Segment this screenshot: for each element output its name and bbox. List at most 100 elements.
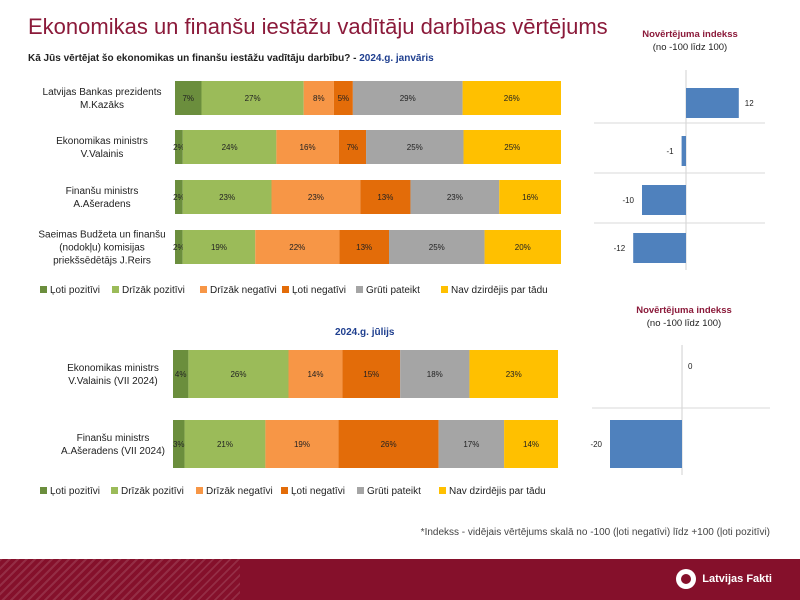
- stacked-bar-segment: [184, 420, 266, 468]
- stacked-bar-segment: [255, 230, 340, 264]
- category-label: Ekonomikas ministrs V.Valainis (VII 2024): [67, 363, 159, 387]
- stacked-bar-segment: [463, 130, 561, 164]
- stacked-bar-segment: [438, 420, 505, 468]
- index-value-label: -10: [622, 196, 634, 205]
- segment-value-label: 27%: [245, 94, 261, 103]
- category-label: Ekonomikas ministrs V.Valainis: [56, 136, 148, 160]
- stacked-bar-segment: [462, 81, 561, 115]
- legend-label: Drīzāk pozitīvi: [122, 285, 185, 296]
- page-title: Ekonomikas un finanšu iestāžu vadītāju d…: [28, 14, 608, 39]
- segment-value-label: 15%: [363, 370, 379, 379]
- index-bar: [686, 88, 739, 118]
- stacked-bar-segment: [338, 420, 439, 468]
- segment-value-label: 26%: [504, 94, 520, 103]
- segment-value-label: 5%: [338, 94, 350, 103]
- legend-swatch: [111, 487, 118, 494]
- segment-value-label: 7%: [182, 94, 194, 103]
- stacked-bar-segment: [182, 180, 272, 214]
- stacked-bar-segment: [188, 350, 289, 398]
- segment-value-label: 26%: [230, 370, 246, 379]
- legend-swatch: [441, 286, 448, 293]
- legend-swatch: [112, 286, 119, 293]
- legend-label: Nav dzirdējis par tādu: [451, 285, 548, 296]
- footnote: *Indekss - vidējais vērtējums skalā no -…: [420, 527, 770, 538]
- stacked-bar-segment: [173, 420, 185, 468]
- segment-value-label: 16%: [300, 143, 316, 152]
- stacked-bar-segment: [504, 420, 558, 468]
- stacked-bar-segment: [173, 350, 189, 398]
- segment-value-label: 24%: [222, 143, 238, 152]
- legend-swatch: [200, 286, 207, 293]
- legend-swatch: [282, 286, 289, 293]
- stacked-bar-segment: [366, 130, 464, 164]
- brand-mark-icon: [676, 569, 697, 589]
- stacked-bar-segment: [175, 230, 183, 264]
- segment-value-label: 7%: [347, 143, 359, 152]
- segment-value-label: 2%: [173, 243, 185, 252]
- legend-label: Drīzāk negatīvi: [206, 486, 273, 497]
- segment-value-label: 8%: [313, 94, 325, 103]
- segment-value-label: 13%: [356, 243, 372, 252]
- stacked-bar-segment: [410, 180, 500, 214]
- index-value-label: -20: [590, 440, 602, 449]
- legend-label: Grūti pateikt: [367, 486, 421, 497]
- legend-swatch: [356, 286, 363, 293]
- legend-label: Grūti pateikt: [366, 285, 420, 296]
- legend-swatch: [281, 487, 288, 494]
- period-july: 2024.g. jūlijs: [335, 327, 395, 338]
- stacked-bar-segment: [333, 81, 353, 115]
- legend-label: Ļoti negatīvi: [291, 486, 345, 497]
- segment-value-label: 2%: [173, 193, 185, 202]
- segment-value-label: 20%: [515, 243, 531, 252]
- index-value-label: 12: [745, 99, 754, 108]
- segment-value-label: 14%: [523, 440, 539, 449]
- legend-swatch: [40, 487, 47, 494]
- index-title-top: Novērtējuma indekss (no -100 līdz 100): [590, 28, 790, 54]
- legend-label: Drīzāk negatīvi: [210, 285, 277, 296]
- legend-swatch: [357, 487, 364, 494]
- segment-value-label: 29%: [400, 94, 416, 103]
- segment-value-label: 19%: [211, 243, 227, 252]
- segment-value-label: 13%: [377, 193, 393, 202]
- legend-label: Ļoti negatīvi: [292, 285, 346, 296]
- stacked-bar-segment: [271, 180, 361, 214]
- segment-value-label: 25%: [504, 143, 520, 152]
- stacked-bar-segment: [201, 81, 304, 115]
- index-bar: [681, 136, 686, 166]
- stacked-bar-segment: [400, 350, 470, 398]
- legend-label: Ļoti pozitīvi: [50, 486, 100, 497]
- index-bar: [633, 233, 686, 263]
- stacked-bar-segment: [288, 350, 343, 398]
- legend-label: Nav dzirdējis par tādu: [449, 486, 546, 497]
- stacked-bar-segment: [265, 420, 339, 468]
- category-label: Latvijas Bankas prezidents M.Kazāks: [43, 87, 162, 111]
- index-value-label: -12: [614, 244, 626, 253]
- category-label: Finanšu ministrs A.Ašeradens (VII 2024): [61, 433, 165, 457]
- index-title-text: Novērtējuma indekss: [642, 29, 738, 40]
- segment-value-label: 14%: [307, 370, 323, 379]
- index-title-text: Novērtējuma indekss: [636, 305, 732, 316]
- index-subtitle-text: (no -100 līdz 100): [652, 42, 728, 53]
- legend-swatch: [40, 286, 47, 293]
- segment-value-label: 21%: [217, 440, 233, 449]
- segment-value-label: 3%: [173, 440, 185, 449]
- stacked-bar-segment: [484, 230, 561, 264]
- footer-band: Latvijas Fakti: [0, 559, 800, 600]
- segment-value-label: 23%: [219, 193, 235, 202]
- index-subtitle-text: (no -100 līdz 100): [646, 318, 722, 329]
- stacked-bar-segment: [499, 180, 561, 214]
- survey-question: Kā Jūs vērtējat šo ekonomikas un finanšu…: [28, 53, 434, 64]
- legend-label: Ļoti pozitīvi: [50, 285, 100, 296]
- footer-pattern: [0, 559, 240, 600]
- segment-value-label: 2%: [173, 143, 185, 152]
- stacked-bar-segment: [175, 81, 202, 115]
- index-value-label: 0: [688, 362, 693, 371]
- brand-name: Latvijas Fakti: [702, 573, 772, 585]
- index-bar: [642, 185, 686, 215]
- legend-swatch: [439, 487, 446, 494]
- segment-value-label: 17%: [463, 440, 479, 449]
- segment-value-label: 25%: [407, 143, 423, 152]
- segment-value-label: 16%: [522, 193, 538, 202]
- period-separator: -: [350, 53, 360, 64]
- segment-value-label: 22%: [289, 243, 305, 252]
